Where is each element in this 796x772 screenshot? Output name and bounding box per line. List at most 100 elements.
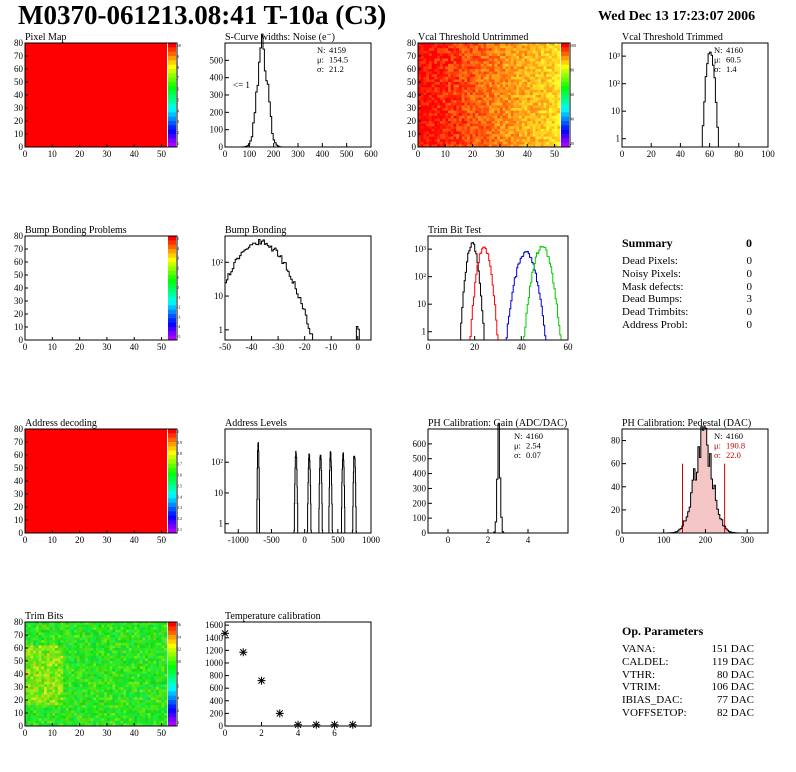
heatmap-cell [156, 635, 160, 638]
heatmap-cell [475, 48, 479, 52]
heatmap-cell [117, 666, 121, 670]
stats-value: 1.4 [726, 64, 737, 74]
heatmap-cell [549, 118, 553, 122]
heatmap-cell [469, 82, 473, 85]
x-tick-label: 20 [75, 728, 85, 738]
heatmap-cell [549, 95, 553, 98]
y-tick-label: 400 [413, 469, 427, 479]
heatmap-cell [38, 622, 42, 625]
heatmap-cell [480, 66, 484, 70]
heatmap-cell [126, 705, 130, 709]
heatmap-cell [535, 53, 539, 57]
heatmap-cell [453, 144, 457, 148]
heatmap-cell [123, 679, 127, 683]
heatmap-cell [158, 689, 162, 693]
heatmap-cell [478, 76, 482, 80]
heatmap-cell [543, 53, 547, 57]
heatmap-cell [87, 707, 91, 711]
heatmap-cell [161, 689, 165, 693]
heatmap-cell [30, 723, 34, 727]
heatmap-cell [68, 635, 72, 638]
heatmap-cell [418, 121, 422, 124]
heatmap-cell [557, 56, 561, 59]
heatmap-cell [136, 632, 140, 636]
palette-cell [168, 665, 176, 671]
heatmap-cell [472, 141, 476, 145]
heatmap-cell [27, 676, 31, 680]
heatmap-cell [420, 144, 424, 148]
x-tick-label: 4 [296, 728, 301, 738]
heatmap-cell [453, 61, 457, 65]
param-label: CALDEL: [622, 655, 669, 668]
heatmap-cell [480, 58, 484, 62]
heatmap-cell [76, 687, 80, 690]
heatmap-cell [153, 679, 157, 683]
heatmap-cell [489, 100, 493, 104]
heatmap-cell [546, 121, 550, 124]
heatmap-cell [90, 715, 94, 719]
heatmap-cell [480, 71, 484, 75]
heatmap-cell [142, 687, 146, 690]
heatmap-cell [161, 697, 165, 701]
heatmap-cell [74, 650, 78, 654]
heatmap-cell [109, 661, 113, 664]
stats-value: 4160 [726, 431, 743, 441]
heatmap-cell [428, 43, 432, 46]
y-tick-label: 10 [407, 129, 417, 139]
heatmap-cell [486, 79, 490, 83]
heatmap-cell [437, 63, 441, 67]
heatmap-cell [153, 663, 157, 667]
heatmap-cell [142, 627, 146, 631]
heatmap-cell [524, 50, 528, 54]
heatmap-cell [461, 131, 465, 135]
heatmap-cell [35, 645, 39, 649]
heatmap-cell [98, 713, 102, 716]
heatmap-cell [128, 666, 132, 670]
heatmap-cell [521, 79, 525, 83]
heatmap-cell [431, 66, 435, 70]
heatmap-cell [527, 92, 531, 96]
heatmap-cell [428, 48, 432, 52]
heatmap-cell [115, 702, 119, 706]
heatmap-cell [49, 622, 53, 625]
heatmap-cell [33, 653, 37, 657]
heatmap-cell [131, 645, 135, 649]
palette-cell [561, 51, 569, 57]
param-row: VTRIM: 106 DAC [622, 681, 754, 694]
heatmap-cell [428, 79, 432, 83]
heatmap-cell [90, 632, 94, 636]
heatmap-cell [529, 134, 533, 137]
heatmap-cell [164, 676, 168, 680]
palette-cell [168, 622, 176, 627]
scatter-point [257, 676, 266, 685]
heatmap-cell [117, 653, 121, 657]
heatmap-cell [41, 632, 45, 636]
heatmap-cell [428, 118, 432, 122]
heatmap-cell [532, 66, 536, 70]
heatmap-cell [63, 671, 67, 675]
heatmap-cell [49, 723, 53, 727]
heatmap-cell [510, 131, 514, 135]
heatmap-cell [521, 100, 525, 104]
heatmap-cell [505, 113, 509, 117]
palette-cell [561, 129, 569, 135]
heatmap-cell [554, 53, 558, 57]
heatmap-cell [461, 134, 465, 137]
series-line [428, 246, 568, 341]
heatmap-cell [93, 674, 97, 677]
heatmap-cell [426, 89, 430, 93]
heatmap-cell [82, 684, 86, 688]
heatmap-cell [30, 689, 34, 693]
heatmap-cell [491, 56, 495, 59]
heatmap-cell [480, 115, 484, 119]
heatmap-cell [85, 679, 89, 683]
y-tick-label: 200 [413, 498, 427, 508]
heatmap-cell [458, 82, 462, 85]
heatmap-cell [497, 45, 501, 49]
heatmap-cell [128, 642, 132, 646]
heatmap-cell [93, 666, 97, 670]
heatmap-cell [510, 61, 514, 65]
heatmap-cell [538, 74, 542, 78]
palette-cell [168, 69, 176, 74]
heatmap-cell [65, 684, 69, 688]
